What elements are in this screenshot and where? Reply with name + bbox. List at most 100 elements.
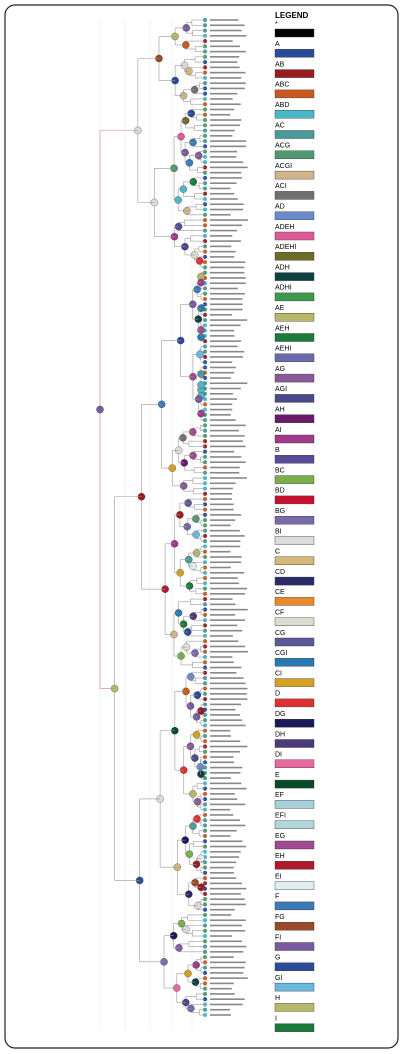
tip-label <box>210 140 247 142</box>
tip-label <box>210 650 248 653</box>
legend-label: CF <box>275 610 284 617</box>
tip-label <box>210 587 248 590</box>
legend-swatch <box>274 353 315 362</box>
legend-swatch <box>274 109 315 119</box>
tip-label <box>210 119 242 121</box>
legend-label: AH <box>275 407 285 414</box>
legend-label: AG <box>275 366 285 373</box>
legend-label: EI <box>275 873 282 880</box>
legend-label: D <box>275 691 280 698</box>
tip-label <box>210 772 241 774</box>
tip-label <box>210 482 236 485</box>
tip-label <box>210 450 235 453</box>
legend-swatch <box>274 1003 315 1012</box>
legend-swatch <box>274 1023 315 1032</box>
legend-label: * <box>275 21 278 28</box>
tip-label <box>210 356 243 358</box>
legend-label: AE <box>275 305 285 312</box>
legend-label: E <box>275 772 280 779</box>
tip-label <box>210 29 242 32</box>
tip-label <box>210 124 241 127</box>
legend-label: G <box>275 955 280 962</box>
tip-label <box>210 803 246 806</box>
legend-swatch <box>274 942 315 951</box>
tip-label <box>210 166 248 169</box>
tip-label <box>210 856 240 858</box>
tip-label <box>210 40 233 42</box>
legend-swatch <box>274 272 315 281</box>
tip-label <box>210 324 241 327</box>
legend-label: BG <box>275 508 285 515</box>
tip-label <box>210 819 241 822</box>
legend-swatch <box>274 89 315 99</box>
tip-label <box>210 71 246 74</box>
legend-swatch <box>274 698 315 708</box>
tip-label <box>210 282 246 285</box>
legend-label: CGI <box>275 650 288 657</box>
tip-label <box>210 314 233 316</box>
tip-label <box>210 298 243 300</box>
legend-label: EH <box>275 853 285 860</box>
legend-label: AEHI <box>275 346 291 353</box>
legend-label: B <box>275 447 280 454</box>
legend-swatch <box>274 49 315 58</box>
legend-swatch <box>274 637 315 647</box>
legend-swatch <box>274 820 315 829</box>
legend-swatch <box>274 800 315 809</box>
tip-label <box>210 135 233 137</box>
legend-label: F <box>275 894 279 901</box>
tip-label <box>210 498 232 500</box>
tip-label <box>210 824 246 827</box>
tip-label <box>210 598 233 600</box>
legend-label: AEH <box>275 325 289 332</box>
tip-label <box>210 545 241 548</box>
tip-label <box>210 471 240 474</box>
tip-label <box>210 461 246 464</box>
tip-label <box>210 577 238 579</box>
tip-label <box>210 514 242 516</box>
tip-label <box>210 187 231 190</box>
tip-label <box>210 951 244 953</box>
tip-label <box>210 761 234 764</box>
legend-swatch <box>274 69 315 78</box>
tip-label <box>210 245 232 248</box>
tip-label <box>210 156 237 158</box>
legend-swatch <box>274 373 315 383</box>
legend-label: DI <box>275 752 282 759</box>
tip-label <box>210 503 234 506</box>
tip-label <box>210 403 233 406</box>
tip-label <box>210 556 242 558</box>
legend-label: AC <box>275 122 285 129</box>
legend-swatch <box>274 982 315 992</box>
tip-label <box>210 940 242 943</box>
tip-label <box>210 477 247 479</box>
tip-label <box>210 929 246 932</box>
tip-label <box>210 208 244 211</box>
tip-label <box>210 956 234 958</box>
tip-label <box>210 624 238 627</box>
tip-label <box>210 108 235 111</box>
tip-label <box>210 982 234 985</box>
tip-label <box>210 456 242 458</box>
tip-label <box>210 266 245 269</box>
tip-label <box>210 345 238 348</box>
tip-label <box>210 756 234 758</box>
tip-label <box>210 150 238 153</box>
legend-swatch <box>274 779 315 789</box>
tip-label <box>210 98 233 100</box>
node-pie <box>96 405 104 414</box>
legend-swatch <box>274 211 315 220</box>
tip-label <box>210 535 245 537</box>
tip-label <box>210 608 248 611</box>
tip-label <box>210 703 242 706</box>
tip-label <box>210 614 235 616</box>
tip-label <box>210 919 246 922</box>
tip-label <box>210 1003 243 1006</box>
tip-label <box>210 835 231 837</box>
legend-label: C <box>275 549 280 556</box>
legend-swatch <box>274 252 315 261</box>
tip-label <box>210 619 246 621</box>
legend-swatch <box>274 333 315 342</box>
tip-label <box>210 414 231 416</box>
